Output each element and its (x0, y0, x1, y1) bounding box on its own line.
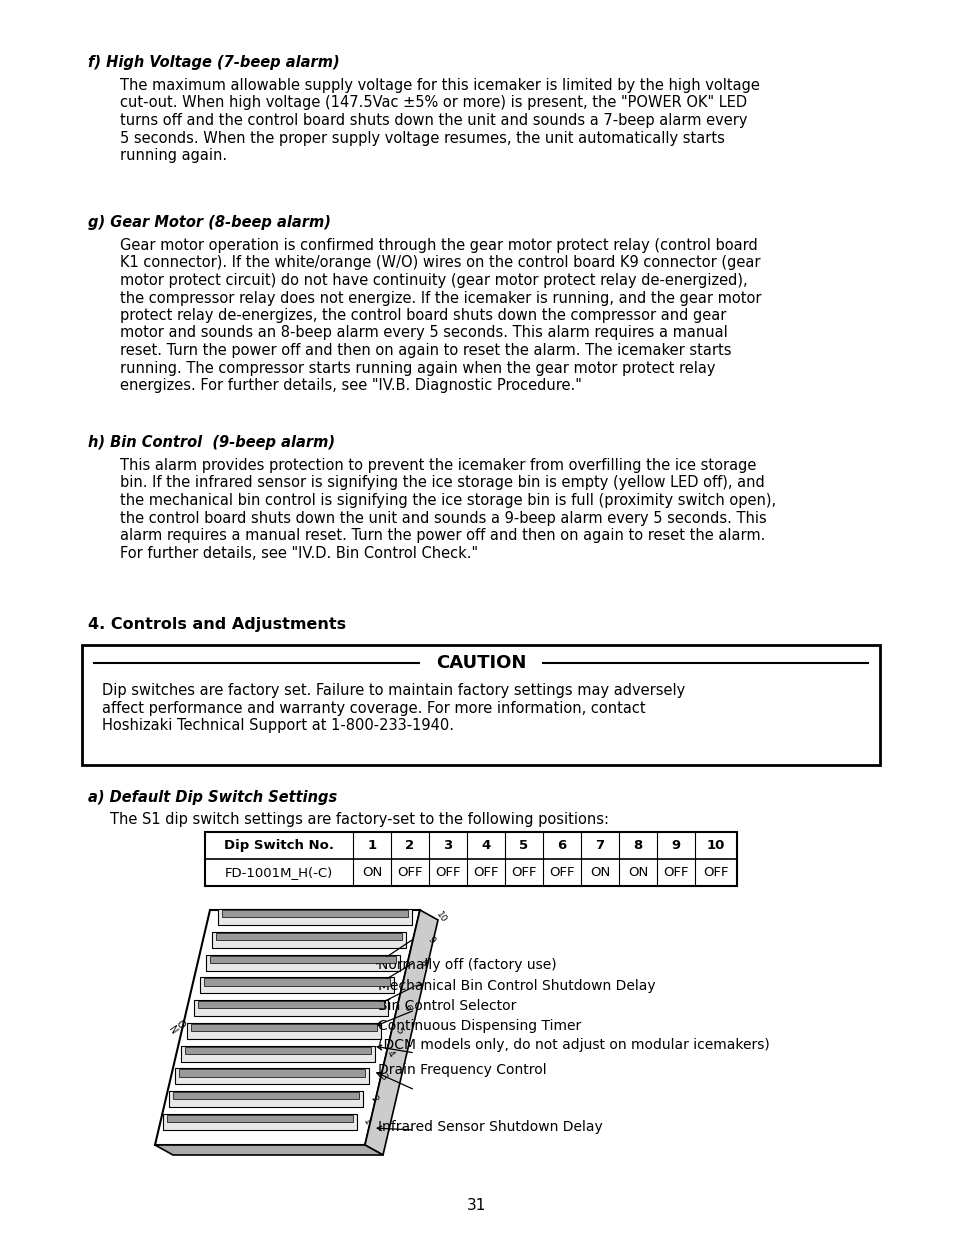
Text: 4: 4 (481, 839, 490, 852)
Polygon shape (222, 910, 408, 918)
Text: turns off and the control board shuts down the unit and sounds a 7-beep alarm ev: turns off and the control board shuts do… (120, 112, 747, 128)
Polygon shape (365, 910, 437, 1155)
Text: 3: 3 (443, 839, 452, 852)
Polygon shape (206, 955, 399, 971)
Text: Dip Switch No.: Dip Switch No. (224, 839, 334, 852)
Text: 8: 8 (417, 957, 428, 967)
Polygon shape (193, 1000, 387, 1016)
Text: (DCM models only, do not adjust on modular icemakers): (DCM models only, do not adjust on modul… (377, 1037, 769, 1052)
Text: 1: 1 (360, 1118, 372, 1126)
Text: O
N: O N (166, 1019, 187, 1036)
Text: bin. If the infrared sensor is signifying the ice storage bin is empty (yellow L: bin. If the infrared sensor is signifyin… (120, 475, 764, 490)
Text: motor and sounds an 8-beep alarm every 5 seconds. This alarm requires a manual: motor and sounds an 8-beep alarm every 5… (120, 326, 727, 341)
Text: Dip switches are factory set. Failure to maintain factory settings may adversely: Dip switches are factory set. Failure to… (102, 683, 684, 698)
Polygon shape (167, 1115, 353, 1123)
Text: ON: ON (589, 866, 610, 879)
Text: For further details, see "IV.D. Bin Control Check.": For further details, see "IV.D. Bin Cont… (120, 546, 477, 561)
Text: 8: 8 (633, 839, 642, 852)
Text: 5 seconds. When the proper supply voltage resumes, the unit automatically starts: 5 seconds. When the proper supply voltag… (120, 131, 724, 146)
Text: FD-1001M_H(-C): FD-1001M_H(-C) (225, 866, 333, 879)
Text: f) High Voltage (7-beep alarm): f) High Voltage (7-beep alarm) (88, 56, 339, 70)
Text: g) Gear Motor (8-beep alarm): g) Gear Motor (8-beep alarm) (88, 215, 331, 230)
Text: Bin Control Selector: Bin Control Selector (377, 999, 516, 1013)
Text: 5: 5 (393, 1026, 404, 1036)
Text: running again.: running again. (120, 148, 227, 163)
Text: The maximum allowable supply voltage for this icemaker is limited by the high vo: The maximum allowable supply voltage for… (120, 78, 760, 93)
Polygon shape (172, 1092, 358, 1099)
Text: 10: 10 (706, 839, 724, 852)
Polygon shape (218, 909, 412, 925)
Text: 31: 31 (467, 1198, 486, 1213)
Polygon shape (154, 1145, 382, 1155)
Polygon shape (187, 1023, 381, 1039)
Text: 9: 9 (671, 839, 679, 852)
Polygon shape (199, 977, 394, 993)
Text: 7: 7 (595, 839, 604, 852)
Text: 6: 6 (401, 1003, 412, 1013)
Polygon shape (215, 932, 401, 940)
Text: This alarm provides protection to prevent the icemaker from overfilling the ice : This alarm provides protection to preven… (120, 458, 756, 473)
Text: OFF: OFF (511, 866, 537, 879)
Text: ON: ON (361, 866, 382, 879)
Text: 4. Controls and Adjustments: 4. Controls and Adjustments (88, 618, 346, 632)
Text: Gear motor operation is confirmed through the gear motor protect relay (control : Gear motor operation is confirmed throug… (120, 238, 757, 253)
Polygon shape (169, 1092, 363, 1108)
Text: Drain Frequency Control: Drain Frequency Control (377, 1063, 546, 1077)
Text: h) Bin Control  (9-beep alarm): h) Bin Control (9-beep alarm) (88, 435, 335, 450)
Polygon shape (212, 931, 405, 947)
Text: motor protect circuit) do not have continuity (gear motor protect relay de-energ: motor protect circuit) do not have conti… (120, 273, 747, 288)
Text: 1: 1 (367, 839, 376, 852)
Polygon shape (210, 956, 395, 963)
Text: Infrared Sensor Shutdown Delay: Infrared Sensor Shutdown Delay (377, 1120, 602, 1134)
Text: 10: 10 (434, 910, 448, 924)
Text: Normally off (factory use): Normally off (factory use) (377, 958, 556, 972)
Polygon shape (185, 1047, 371, 1053)
Text: The S1 dip switch settings are factory-set to the following positions:: The S1 dip switch settings are factory-s… (110, 811, 608, 827)
Text: OFF: OFF (702, 866, 728, 879)
Text: cut-out. When high voltage (147.5Vac ±5% or more) is present, the "POWER OK" LED: cut-out. When high voltage (147.5Vac ±5%… (120, 95, 746, 110)
Polygon shape (203, 978, 389, 986)
Polygon shape (192, 1024, 377, 1031)
Polygon shape (179, 1070, 365, 1077)
Text: 9: 9 (425, 935, 436, 945)
Polygon shape (175, 1068, 369, 1084)
Text: a) Default Dip Switch Settings: a) Default Dip Switch Settings (88, 790, 337, 805)
Polygon shape (163, 1114, 356, 1130)
Text: K1 connector). If the white/orange (W/O) wires on the control board K9 connector: K1 connector). If the white/orange (W/O)… (120, 256, 760, 270)
Text: the mechanical bin control is signifying the ice storage bin is full (proximity : the mechanical bin control is signifying… (120, 493, 776, 508)
Text: 3: 3 (376, 1072, 388, 1082)
Text: 4: 4 (385, 1049, 395, 1058)
Text: affect performance and warranty coverage. For more information, contact: affect performance and warranty coverage… (102, 700, 645, 715)
Text: Hoshizaki Technical Support at 1-800-233-1940.: Hoshizaki Technical Support at 1-800-233… (102, 718, 454, 734)
Text: the control board shuts down the unit and sounds a 9-beep alarm every 5 seconds.: the control board shuts down the unit an… (120, 510, 766, 526)
Text: running. The compressor starts running again when the gear motor protect relay: running. The compressor starts running a… (120, 361, 715, 375)
Text: OFF: OFF (549, 866, 574, 879)
Text: 6: 6 (557, 839, 566, 852)
Bar (82, 645, 879, 764)
Text: Continuous Dispensing Timer: Continuous Dispensing Timer (377, 1019, 580, 1032)
Text: OFF: OFF (396, 866, 422, 879)
Text: energizes. For further details, see "IV.B. Diagnostic Procedure.": energizes. For further details, see "IV.… (120, 378, 581, 393)
Polygon shape (154, 910, 419, 1145)
Text: 5: 5 (518, 839, 528, 852)
Polygon shape (197, 1002, 383, 1008)
Text: Mechanical Bin Control Shutdown Delay: Mechanical Bin Control Shutdown Delay (377, 979, 655, 993)
Text: OFF: OFF (435, 866, 460, 879)
Text: 2: 2 (405, 839, 415, 852)
Text: alarm requires a manual reset. Turn the power off and then on again to reset the: alarm requires a manual reset. Turn the … (120, 529, 764, 543)
Text: reset. Turn the power off and then on again to reset the alarm. The icemaker sta: reset. Turn the power off and then on ag… (120, 343, 731, 358)
Text: ON: ON (627, 866, 647, 879)
Text: OFF: OFF (473, 866, 498, 879)
Text: CAUTION: CAUTION (436, 655, 526, 672)
Text: OFF: OFF (662, 866, 688, 879)
Text: 2: 2 (369, 1094, 379, 1104)
Polygon shape (181, 1046, 375, 1062)
Text: the compressor relay does not energize. If the icemaker is running, and the gear: the compressor relay does not energize. … (120, 290, 760, 305)
Text: 7: 7 (409, 981, 420, 990)
Bar (205, 832, 737, 885)
Text: protect relay de-energizes, the control board shuts down the compressor and gear: protect relay de-energizes, the control … (120, 308, 725, 324)
